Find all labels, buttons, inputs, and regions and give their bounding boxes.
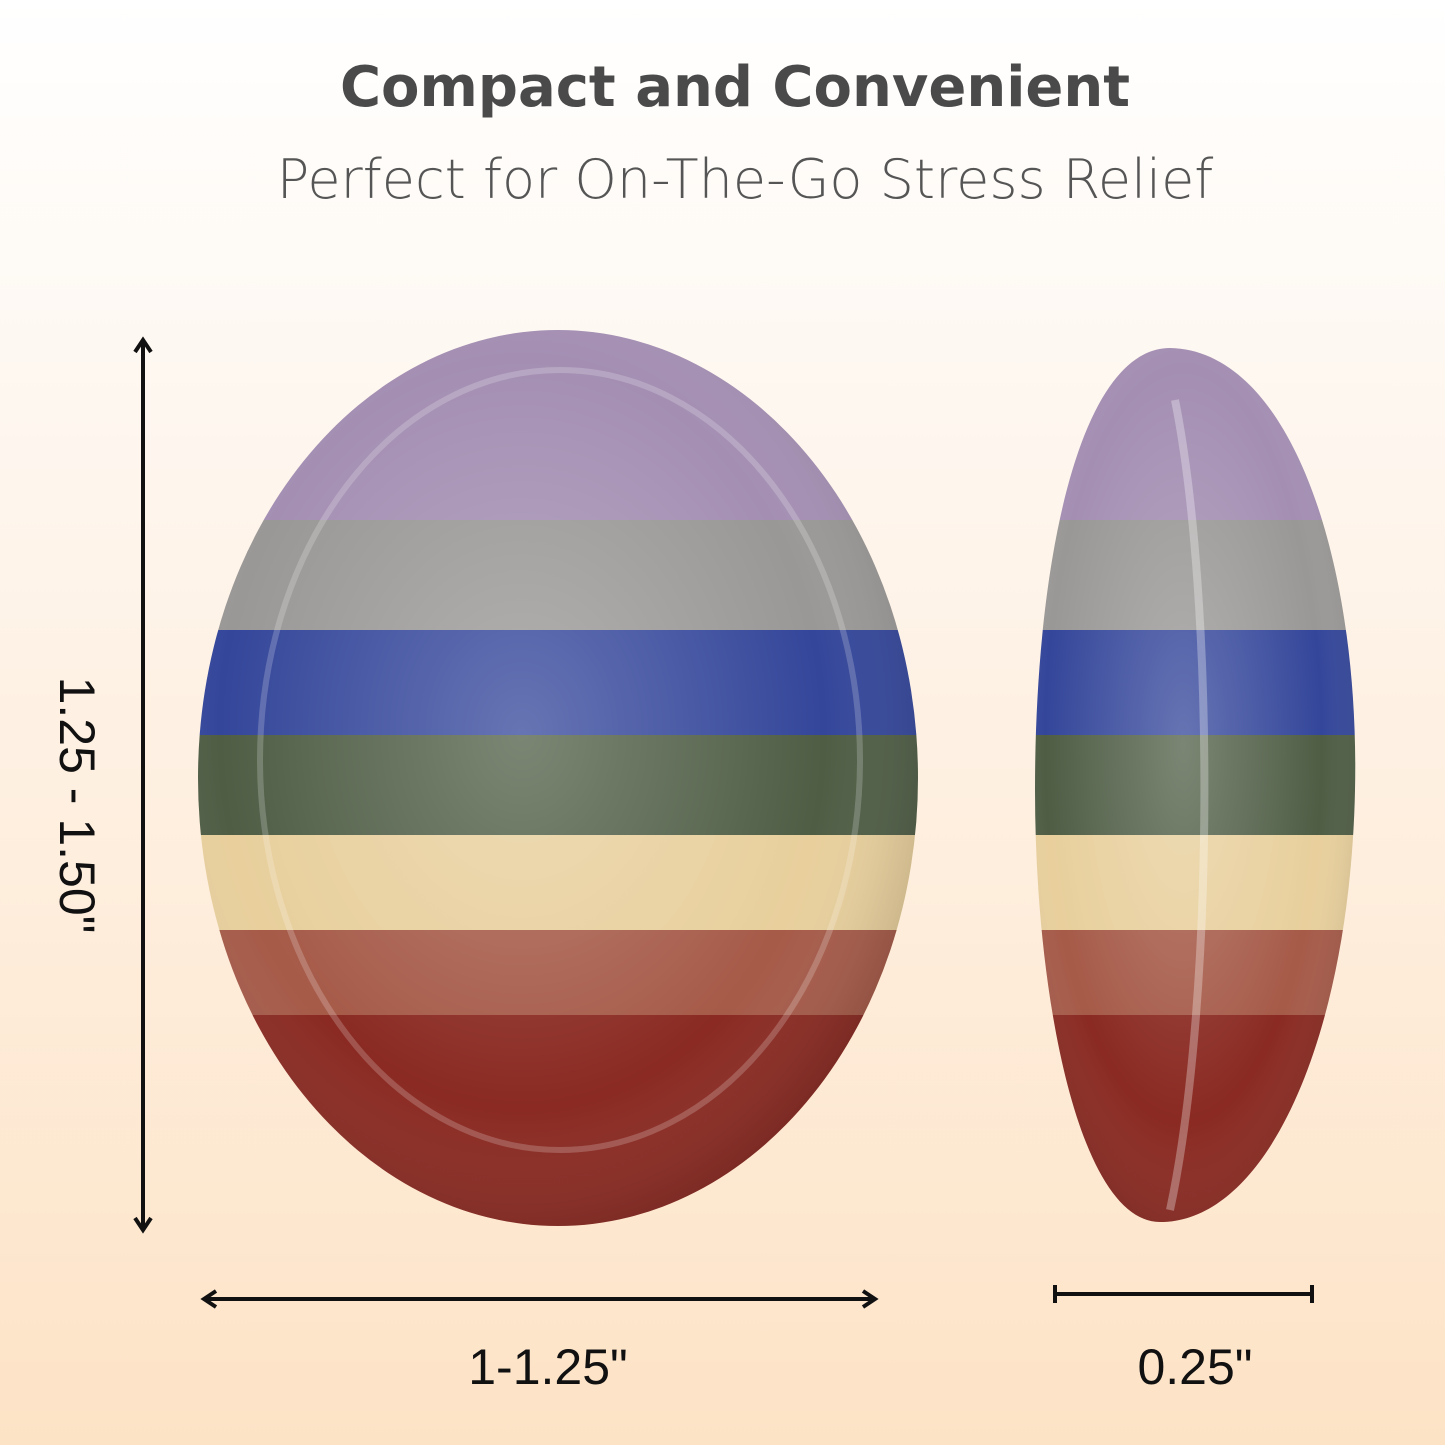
width-label: 1-1.25" — [468, 1339, 628, 1395]
height-label: 1.25 - 1.50" — [49, 677, 105, 934]
height-arrow — [133, 336, 153, 1234]
stone-front — [198, 330, 918, 1226]
title: Compact and Convenient — [340, 55, 1130, 120]
stone-side — [1035, 348, 1356, 1222]
subtitle: Perfect for On-The-Go Stress Relief — [277, 148, 1214, 211]
thickness-bar — [1053, 1285, 1314, 1303]
width-arrow — [200, 1289, 879, 1309]
thickness-label: 0.25" — [1137, 1339, 1252, 1395]
